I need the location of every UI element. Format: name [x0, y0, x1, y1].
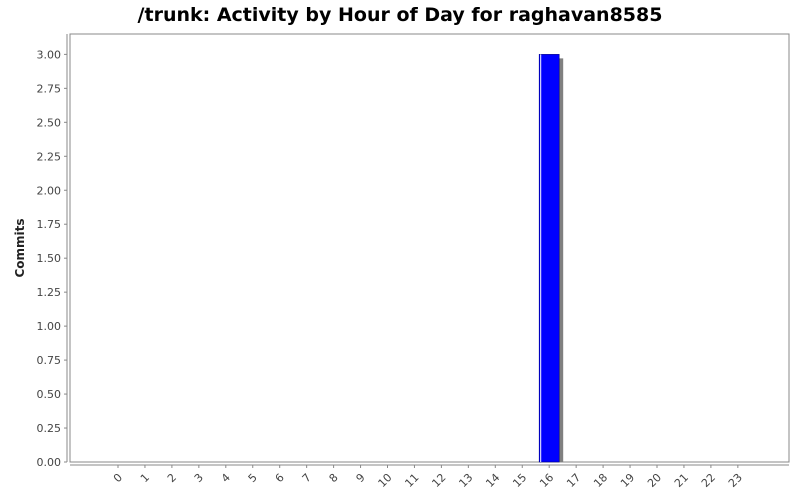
x-tick-label: 10 — [376, 471, 395, 490]
y-tick-label: 2.50 — [37, 116, 62, 129]
x-tick-label: 4 — [219, 471, 233, 485]
x-tick-label: 15 — [510, 471, 529, 490]
x-tick-label: 5 — [246, 471, 260, 485]
x-tick-label: 13 — [456, 471, 475, 490]
x-tick-label: 21 — [672, 471, 691, 490]
y-tick-label: 0.50 — [37, 388, 62, 401]
x-tick-label: 6 — [273, 471, 287, 485]
y-tick-label: 1.75 — [37, 218, 62, 231]
y-tick-label: 0.25 — [37, 422, 62, 435]
x-tick-label: 3 — [192, 471, 206, 485]
x-tick-label: 19 — [618, 471, 637, 490]
x-tick-label: 8 — [327, 471, 341, 485]
x-tick-label: 11 — [402, 471, 421, 490]
y-tick-label: 2.25 — [37, 150, 62, 163]
y-tick-label: 0.75 — [37, 354, 62, 367]
x-tick-label: 14 — [483, 471, 502, 490]
y-axis-ticks: 0.00 0.25 0.50 0.75 1.00 1.25 1.50 1.75 2.00 2.25… — [37, 48, 67, 469]
x-tick-label: 1 — [138, 471, 152, 485]
y-tick-label: 1.00 — [37, 320, 62, 333]
x-tick-label: 22 — [699, 471, 718, 490]
x-tick-label: 12 — [429, 471, 448, 490]
y-tick-label: 1.25 — [37, 286, 62, 299]
x-tick-label: 16 — [537, 471, 556, 490]
x-tick-label: 17 — [564, 471, 583, 490]
x-tick-label: 2 — [165, 471, 179, 485]
x-axis-ticks: 0 1 2 3 4 5 6 7 8 9 10 11 12 13 14 15 16 17 18 19 20 21 22 23 — [111, 465, 745, 490]
y-tick-label: 0.00 — [37, 456, 62, 469]
y-tick-label: 1.50 — [37, 252, 62, 265]
x-tick-label: 23 — [726, 471, 745, 490]
plot-area — [69, 33, 790, 463]
bar — [538, 54, 560, 463]
y-tick-label: 2.75 — [37, 82, 62, 95]
y-tick-label: 2.00 — [37, 184, 62, 197]
x-tick-label: 18 — [591, 471, 610, 490]
bars — [538, 54, 564, 463]
x-tick-label: 7 — [300, 471, 314, 485]
y-axis-label: Commits — [13, 218, 27, 277]
chart-title: /trunk: Activity by Hour of Day for ragh… — [137, 4, 663, 26]
x-tick-label: 9 — [354, 471, 368, 485]
x-tick-label: 0 — [111, 471, 125, 485]
y-tick-label: 3.00 — [37, 48, 62, 61]
x-tick-label: 20 — [645, 471, 664, 490]
